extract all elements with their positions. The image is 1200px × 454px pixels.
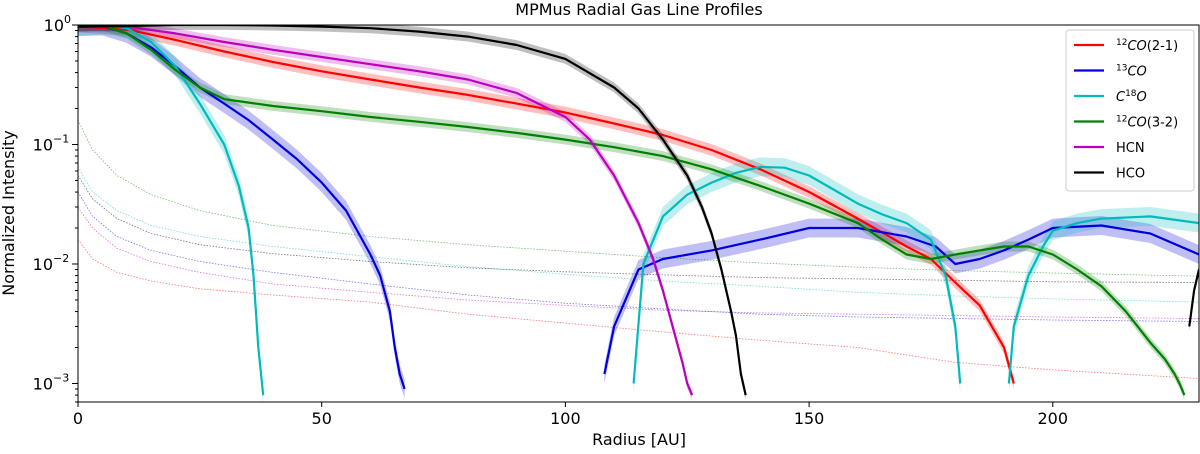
series-0-noise-line bbox=[78, 239, 1199, 379]
series-0-band-0 bbox=[78, 25, 1014, 390]
plot-frame bbox=[77, 24, 1200, 403]
x-tick-label: 50 bbox=[312, 409, 332, 428]
y-tick-label: 10 bbox=[33, 135, 53, 154]
legend-label: 12CO(3-2) bbox=[1116, 115, 1178, 131]
legend-label: 12CO(2-1) bbox=[1116, 38, 1178, 54]
y-tick-exponent: −1 bbox=[53, 132, 69, 145]
series-lines bbox=[78, 25, 1199, 396]
x-tick-label: 200 bbox=[1038, 409, 1069, 428]
series-2-band-2 bbox=[1008, 207, 1199, 393]
series-1-noise-line bbox=[78, 191, 1199, 322]
series-2-band-1 bbox=[633, 157, 961, 393]
series-2-line-2 bbox=[1007, 215, 1199, 384]
x-axis-ticks: 0 50 100 150 200 bbox=[73, 402, 1068, 428]
series-4-line-0 bbox=[78, 25, 694, 396]
y-tick-exponent: −3 bbox=[53, 371, 69, 384]
series-5-line-1 bbox=[1188, 269, 1199, 327]
series-5-noise-line bbox=[78, 175, 1199, 283]
series-3-noise-line bbox=[78, 119, 1199, 277]
chart-title: MPMus Radial Gas Line Profiles bbox=[515, 0, 762, 19]
y-tick-label: 10 bbox=[33, 374, 53, 393]
y-tick-exponent: −2 bbox=[53, 252, 69, 265]
x-tick-label: 150 bbox=[794, 409, 825, 428]
x-tick-label: 0 bbox=[73, 409, 83, 428]
x-tick-label: 100 bbox=[550, 409, 581, 428]
legend-label: HCO bbox=[1116, 167, 1145, 182]
legend-label: HCN bbox=[1116, 141, 1145, 156]
y-tick-label: 10 bbox=[33, 255, 53, 274]
y-axis-label: Normalized Intensity bbox=[0, 130, 18, 295]
series-2-noise-line bbox=[78, 166, 1199, 303]
y-tick-label: 10 bbox=[44, 16, 64, 35]
noise-floor-lines bbox=[78, 119, 1199, 379]
series-3-line-0 bbox=[78, 25, 1186, 396]
x-axis-label: Radius [AU] bbox=[592, 430, 686, 449]
series-0-line-0 bbox=[78, 25, 1015, 384]
legend: 12CO(2-1) 13CO C18O 12CO(3-2) HCN HCO bbox=[1065, 29, 1195, 192]
series-2-line-1 bbox=[632, 165, 962, 384]
y-tick-exponent: 0 bbox=[64, 13, 71, 26]
series-1-line-0 bbox=[78, 25, 406, 390]
series-1-band-0 bbox=[78, 25, 405, 399]
series-4-noise-line bbox=[78, 206, 1199, 319]
legend-label: C18O bbox=[1116, 89, 1147, 105]
legend-label: 13CO bbox=[1116, 64, 1147, 80]
series-3-band-0 bbox=[78, 25, 1185, 400]
